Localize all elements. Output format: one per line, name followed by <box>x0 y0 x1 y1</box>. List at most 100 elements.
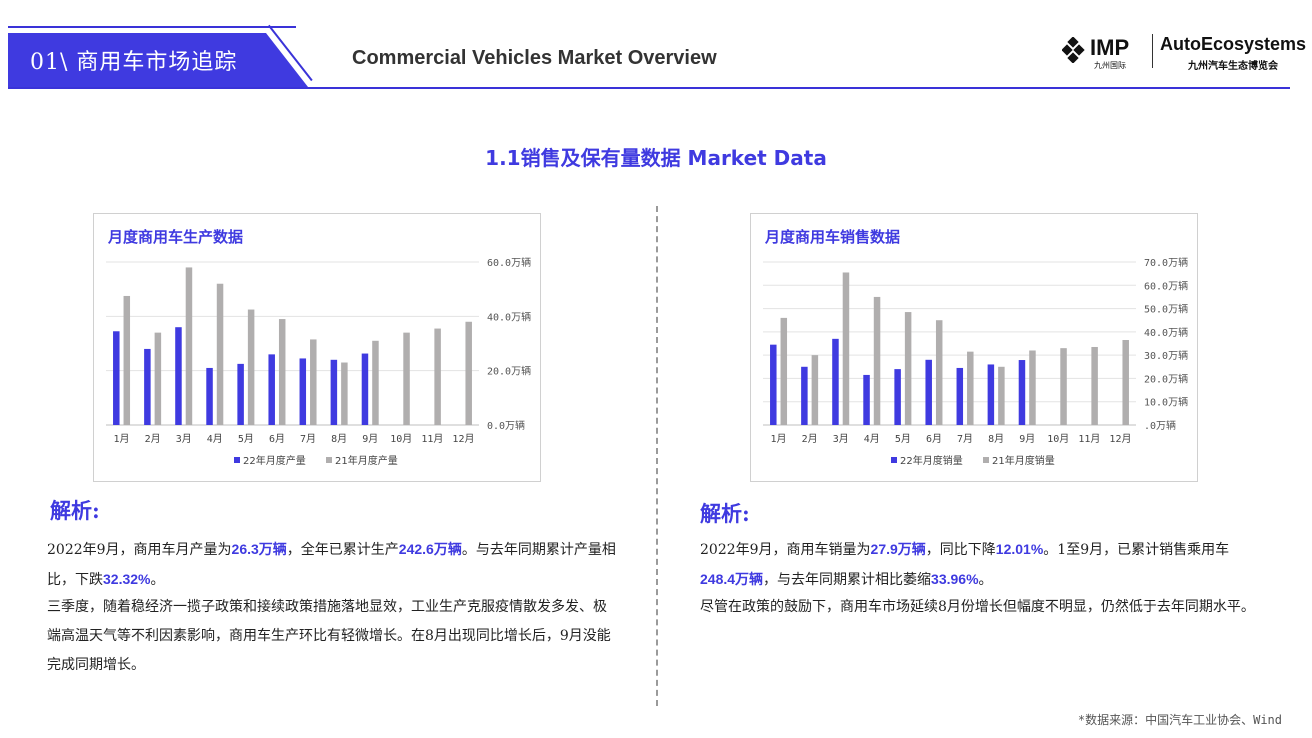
y-tick-label: 60.0万辆 <box>487 256 531 269</box>
x-tick-label: 11月 <box>1078 433 1100 445</box>
imp-logo: IMP 九州国际 <box>1062 35 1142 70</box>
sales-chart: 月度商用车销售数据 .0万辆 10.0万辆 20.0万辆 30.0万辆 40.0万辆 50… <box>750 213 1198 482</box>
y-tick-label: 20.0万辆 <box>487 365 531 378</box>
text: ，与去年同期累计相比萎缩 <box>763 572 932 588</box>
x-tick-label: 9月 <box>362 433 378 445</box>
center-divider <box>656 206 658 706</box>
y-tick-label: .0万辆 <box>1144 419 1176 432</box>
logo-divider <box>1152 34 1153 68</box>
right-analysis-heading: 解析: <box>700 501 750 526</box>
bar-2022 <box>987 364 995 425</box>
bar-2021 <box>967 351 974 425</box>
bar-2022 <box>863 374 870 425</box>
bar-2021 <box>216 283 224 425</box>
bar-2022 <box>113 331 120 425</box>
legend-swatch <box>983 457 989 463</box>
bar-2021 <box>154 332 162 425</box>
bar-2022 <box>330 359 338 425</box>
x-tick-label: 4月 <box>207 433 223 445</box>
y-tick-label: 10.0万辆 <box>1144 396 1188 409</box>
highlight-value: 33.96% <box>931 571 979 587</box>
highlight-value: 32.32% <box>103 571 151 587</box>
highlight-value: 26.3万辆 <box>231 541 287 557</box>
bar-2021 <box>434 328 441 425</box>
x-tick-label: 8月 <box>331 433 347 445</box>
bar-2021 <box>1029 350 1036 425</box>
autoecosystems-logo: AutoEcosystems 九州汽车生态博览会 <box>1160 34 1306 72</box>
text: 。 <box>150 572 165 588</box>
bar-2021 <box>341 362 348 425</box>
x-tick-label: 8月 <box>988 433 1004 445</box>
x-tick-label: 11月 <box>421 433 443 445</box>
bar-2021 <box>873 296 881 425</box>
bar-2022 <box>175 327 182 425</box>
text: 。与去年同期累计产量相比，下跌 <box>47 542 616 588</box>
x-tick-label: 2月 <box>802 433 818 445</box>
highlight-value: 12.01% <box>995 541 1044 557</box>
imp-diamond-icon <box>1062 37 1085 63</box>
chart-title: 月度商用车生产数据 <box>108 228 244 246</box>
text: 2022年9月，商用车销量为 <box>700 542 871 558</box>
bar-2021 <box>811 355 819 425</box>
legend-swatch <box>326 457 332 463</box>
bar-2022 <box>361 353 369 425</box>
bar-2021 <box>998 366 1005 425</box>
y-tick-label: 70.0万辆 <box>1144 256 1188 269</box>
y-tick-label: 50.0万辆 <box>1144 303 1188 316</box>
bar-2022 <box>925 359 932 425</box>
section-tab <box>8 33 308 87</box>
bar-2022 <box>832 338 839 425</box>
chart-title: 月度商用车销售数据 <box>765 228 901 246</box>
bar-2021 <box>123 295 131 425</box>
right-analysis-para-1: 2022年9月，商用车销量为27.9万辆，同比下降12.01%。1至9月，已累计… <box>700 535 1260 595</box>
production-chart: 月度商用车生产数据 0.0万辆 20.0万辆 40.0万辆 60.0万辆 1月 2月 3月 4… <box>93 213 541 482</box>
bar-2022 <box>956 367 964 425</box>
legend-swatch <box>891 457 897 463</box>
y-tick-label: 60.0万辆 <box>1144 279 1188 292</box>
bar-2022 <box>299 358 307 425</box>
x-tick-label: 7月 <box>957 433 973 445</box>
y-tick-label: 30.0万辆 <box>1144 349 1188 362</box>
right-analysis-para-2: 尽管在政策的鼓励下，商用车市场延续8月份增长但幅度不明显，仍然低于去年同期水平。 <box>700 599 1255 615</box>
bar-2022 <box>1018 360 1026 425</box>
x-tick-label: 7月 <box>300 433 316 445</box>
bar-2022 <box>144 348 151 425</box>
legend-label: 21年月度产量 <box>335 454 398 467</box>
page-title: Commercial Vehicles Market Overview <box>352 47 717 69</box>
legend-label: 21年月度销量 <box>992 454 1055 467</box>
x-tick-label: 10月 <box>390 433 412 445</box>
bar-2021 <box>1091 346 1098 425</box>
autoecosystems-logo-sub: 九州汽车生态博览会 <box>1188 61 1279 72</box>
bar-2022 <box>894 369 901 425</box>
y-tick-label: 20.0万辆 <box>1144 372 1188 385</box>
y-tick-label: 40.0万辆 <box>487 310 531 323</box>
bar-2021 <box>372 340 379 425</box>
left-analysis-para-2: 三季度，随着稳经济一揽子政策和接续政策措施落地显效，工业生产克服疫情散发多发、极… <box>47 599 611 673</box>
section-title: 1.1销售及保有量数据 Market Data <box>485 146 827 170</box>
bar-2021 <box>780 317 788 425</box>
imp-logo-word: IMP <box>1090 35 1130 60</box>
x-tick-label: 1月 <box>771 433 787 445</box>
text: 2022年9月，商用车月产量为 <box>47 542 232 558</box>
text: ，同比下降 <box>925 542 996 558</box>
x-tick-label: 3月 <box>833 433 849 445</box>
legend-swatch <box>234 457 240 463</box>
x-tick-label: 10月 <box>1047 433 1069 445</box>
bar-2022 <box>237 363 244 425</box>
bar-2021 <box>904 312 912 425</box>
x-tick-label: 12月 <box>1109 433 1131 445</box>
highlight-value: 27.9万辆 <box>870 541 926 557</box>
imp-logo-sub: 九州国际 <box>1094 61 1126 70</box>
bar-2021 <box>247 309 255 425</box>
autoecosystems-logo-word: AutoEcosystems <box>1160 34 1307 54</box>
x-tick-label: 3月 <box>176 433 192 445</box>
header-top-line <box>8 26 296 28</box>
x-tick-label: 12月 <box>452 433 474 445</box>
left-analysis-heading: 解析: <box>50 498 100 523</box>
x-tick-label: 4月 <box>864 433 880 445</box>
bar-2021 <box>842 272 850 425</box>
bar-2021 <box>465 321 472 425</box>
bar-2022 <box>206 367 213 425</box>
x-tick-label: 9月 <box>1019 433 1035 445</box>
text: ，全年已累计生产 <box>286 542 399 558</box>
